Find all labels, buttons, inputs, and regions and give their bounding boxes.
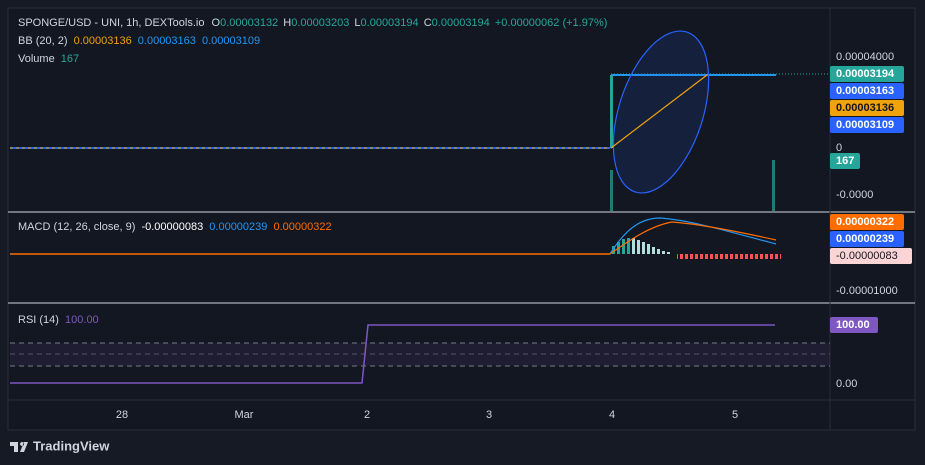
logo-icon (10, 442, 28, 452)
badge-bg (830, 248, 912, 264)
badge-bg (830, 231, 904, 247)
bb-value: 0.00003136 (74, 35, 132, 47)
axis-label: 0 (836, 142, 842, 154)
time-label: 5 (732, 409, 738, 421)
volume-bar (772, 160, 775, 211)
volume-legend: Volume 167 (18, 53, 79, 65)
macd-legend: MACD (12, 26, close, 9) -0.00000083 0.00… (18, 221, 332, 233)
time-label: 3 (486, 409, 492, 421)
ohlc-value: 0.00003132 (220, 17, 278, 29)
macd-label: MACD (12, 26, close, 9) (18, 221, 135, 233)
price-badge: 0.00003163 (836, 85, 894, 97)
brand: TradingView (33, 438, 110, 453)
rsi-line (10, 324, 775, 384)
bb-legend: BB (20, 2) 0.00003136 0.00003163 0.00003… (18, 35, 260, 47)
badge-bg (830, 83, 904, 99)
macd-badge: 0.00000322 (836, 216, 894, 228)
axis-label: -0.00001000 (836, 285, 898, 297)
ellipse-drawing (612, 30, 710, 194)
hist-bar (667, 252, 670, 254)
header-legend: SPONGE/USD - UNI, 1h, DEXTools.io O0.000… (18, 17, 607, 29)
badge-bg (830, 100, 904, 116)
time-label: 2 (364, 409, 370, 421)
rsi-label: RSI (14) (18, 314, 59, 326)
volume-label: Volume (18, 53, 55, 65)
axis-label: 0.00 (836, 378, 857, 390)
ohlc-value: 0.00003194 (432, 17, 490, 29)
time-label: 4 (609, 409, 615, 421)
symbol: SPONGE/USD - UNI, 1h, DEXTools.io (18, 17, 204, 29)
rsi-legend: RSI (14) 100.00 (18, 314, 99, 326)
tradingview-logo[interactable]: TradingView (10, 438, 110, 453)
rsi-value: 100.00 (65, 314, 99, 326)
ohlc-label: O (212, 17, 221, 29)
chart-frame (7, 7, 916, 431)
bb-basis (610, 74, 708, 149)
hist-bar (622, 239, 625, 254)
hist-bar (652, 247, 655, 254)
volume-value: 167 (61, 53, 79, 65)
macd-badge: 0.00000239 (836, 233, 894, 245)
bb-label: BB (20, 2) (18, 35, 68, 47)
badge-bg (830, 117, 904, 133)
volume-badge: 167 (836, 155, 854, 167)
bb-value: 0.00003163 (138, 35, 196, 47)
hist-bar (632, 238, 635, 254)
axis-label: 0.00004000 (836, 51, 894, 63)
hist-bar (657, 249, 660, 254)
hist-bar (637, 240, 640, 254)
badge-bg (830, 214, 904, 230)
change: +0.00000062 (+1.97%) (495, 17, 608, 29)
macd-line (609, 217, 777, 255)
time-label: 28 (116, 409, 128, 421)
time-label: Mar (235, 409, 254, 421)
macd-badge: -0.00000083 (836, 250, 898, 262)
macd-value: -0.00000083 (141, 221, 203, 233)
ohlc-value: 0.00003203 (291, 17, 349, 29)
ohlc-label: C (424, 17, 432, 29)
macd-value: 0.00000239 (209, 221, 267, 233)
price-badge: 0.00003194 (836, 68, 895, 80)
badge-bg (830, 153, 860, 169)
hist-bars-negative (677, 254, 781, 259)
price-badge: 0.00003136 (836, 102, 894, 114)
candle (610, 75, 613, 148)
signal-line (609, 221, 777, 255)
ohlc-label: H (283, 17, 291, 29)
ohlc-value: 0.00003194 (361, 17, 419, 29)
ohlc-label: L (354, 17, 360, 29)
hist-bar (662, 251, 665, 254)
badge-bg (830, 66, 904, 82)
axis-label: -0.0000 (836, 189, 873, 201)
bb-value: 0.00003109 (202, 35, 260, 47)
macd-value: 0.00000322 (273, 221, 331, 233)
volume-bar (610, 170, 613, 211)
rsi-badge: 100.00 (836, 319, 870, 331)
hist-bar (612, 246, 615, 254)
price-badge: 0.00003109 (836, 119, 894, 131)
hist-bar (647, 244, 650, 254)
hist-bar (627, 238, 630, 254)
hist-bar (642, 242, 645, 254)
badge-bg (830, 317, 878, 333)
